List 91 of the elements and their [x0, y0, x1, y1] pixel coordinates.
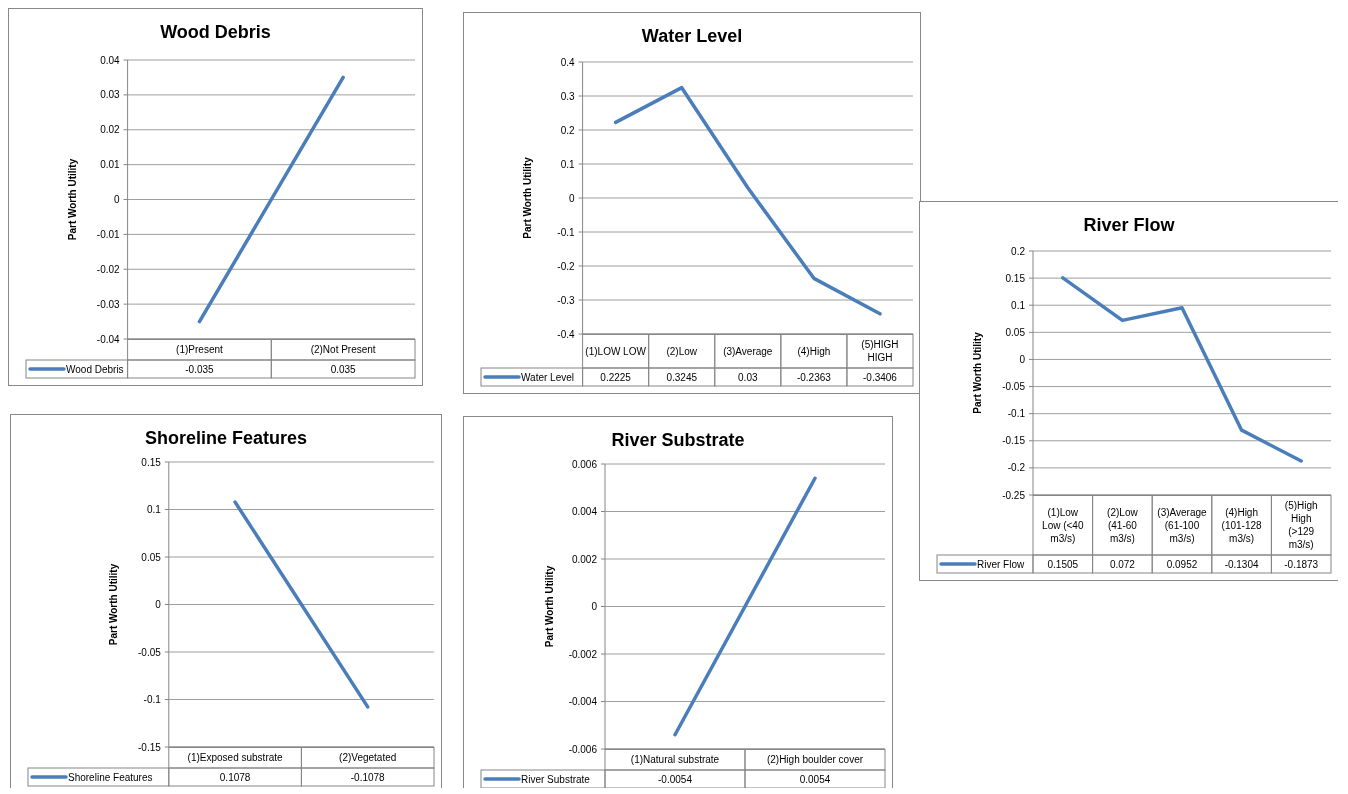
y-tick-label: -0.05 — [138, 646, 162, 658]
y-tick-label: 0.4 — [560, 56, 576, 68]
y-tick-label: -0.01 — [96, 228, 121, 240]
line-series — [1061, 276, 1303, 463]
y-tick-label: -0.002 — [568, 648, 598, 660]
y-axis-title: Part Worth Utility — [972, 331, 983, 414]
legend-label: Water Level — [521, 371, 574, 383]
data-label: 0.0054 — [799, 773, 831, 785]
y-axis-title: Part Worth Utility — [521, 156, 533, 239]
y-tick-label: -0.1 — [1007, 408, 1026, 420]
y-tick-label: -0.4 — [557, 328, 576, 340]
data-label: 0.1505 — [1047, 558, 1079, 570]
y-tick-label: 0.04 — [100, 54, 121, 66]
y-tick-label: 0.1 — [1011, 299, 1026, 311]
y-tick-label: -0.3 — [557, 294, 576, 306]
legend-label: Shoreline Features — [68, 771, 153, 783]
legend-label: River Substrate — [521, 773, 591, 785]
y-tick-label: 0 — [591, 601, 598, 612]
y-tick-label: -0.1 — [557, 226, 576, 238]
x-tick-label: (1)Exposed substrate — [187, 752, 284, 763]
line-series — [613, 85, 882, 316]
x-tick-label: (2)Low (41-60 m3/s) — [1107, 506, 1139, 544]
x-tick-label: (3)Average (61-100 m3/s) — [1157, 506, 1208, 544]
y-tick-label: -0.02 — [96, 263, 121, 275]
data-label: 0.1078 — [219, 771, 251, 783]
data-label: -0.0054 — [658, 773, 693, 785]
y-tick-label: 0.01 — [100, 159, 121, 171]
y-axis-title: Part Worth Utility — [66, 158, 78, 241]
y-tick-label: 0 — [569, 192, 576, 204]
y-tick-label: 0.2 — [1011, 245, 1026, 257]
legend-label: Wood Debris — [66, 363, 124, 375]
y-tick-label: 0.3 — [560, 90, 576, 102]
x-tick-label: (2)High boulder cover — [766, 754, 864, 765]
y-tick-label: -0.2 — [557, 260, 576, 272]
y-axis-title: Part Worth Utility — [544, 565, 555, 648]
y-tick-label: -0.05 — [1002, 381, 1026, 393]
y-tick-label: 0.05 — [1005, 326, 1026, 338]
y-tick-label: -0.04 — [96, 333, 121, 345]
x-tick-label: (1)Natural substrate — [630, 754, 720, 765]
data-label: -0.2363 — [796, 371, 832, 383]
y-tick-label: 0.15 — [141, 456, 162, 468]
data-label: 0.035 — [330, 363, 357, 375]
y-tick-label: -0.006 — [568, 743, 598, 755]
x-tick-label: (5)High High (>129 m3/s) — [1284, 500, 1318, 550]
data-label: 0.0952 — [1166, 558, 1198, 570]
x-tick-label: (5)HIGH HIGH — [861, 339, 899, 363]
y-tick-label: 0.1 — [560, 158, 576, 170]
x-tick-label: (4)High (101-128 m3/s) — [1221, 506, 1263, 544]
data-label: -0.1304 — [1224, 558, 1259, 570]
data-label: 0.3245 — [666, 371, 698, 383]
chart-title: Wood Debris — [160, 22, 271, 42]
y-tick-label: -0.15 — [138, 741, 162, 753]
y-tick-label: -0.03 — [96, 298, 121, 310]
y-tick-label: 0 — [114, 194, 121, 205]
chart-title: Water Level — [641, 26, 743, 46]
x-tick-label: (4)High — [797, 345, 831, 357]
data-label: -0.1078 — [350, 771, 386, 783]
y-tick-label: 0.15 — [1005, 272, 1026, 284]
data-label: 0.072 — [1109, 558, 1136, 570]
data-label: -0.3406 — [863, 371, 898, 383]
x-tick-label: (2)Vegetated — [339, 752, 397, 763]
y-tick-label: 0.03 — [100, 89, 121, 101]
legend-label: River Flow — [977, 558, 1025, 570]
data-label: 0.2225 — [600, 371, 632, 383]
y-tick-label: 0.02 — [100, 124, 121, 136]
data-label: -0.035 — [185, 363, 215, 375]
y-tick-label: -0.2 — [1007, 462, 1026, 474]
data-label: -0.1873 — [1284, 558, 1319, 570]
y-tick-label: 0.1 — [146, 504, 162, 515]
x-tick-label: (1)Low Low (<40 m3/s) — [1042, 506, 1084, 544]
chart-title: River Substrate — [611, 430, 745, 450]
y-axis-title: Part Worth Utility — [107, 563, 119, 646]
y-tick-label: 0.2 — [560, 124, 576, 136]
data-label: 0.03 — [738, 371, 758, 383]
x-tick-label: (1)Present — [176, 344, 224, 355]
y-tick-label: 0 — [155, 599, 162, 610]
y-tick-label: -0.1 — [143, 694, 162, 705]
y-tick-label: -0.004 — [568, 696, 598, 707]
x-tick-label: (2)Low — [666, 345, 698, 357]
y-tick-label: 0.05 — [141, 551, 162, 563]
y-tick-label: 0.006 — [571, 458, 598, 470]
y-tick-label: 0.004 — [571, 506, 598, 517]
x-tick-label: (1)LOW LOW — [585, 345, 647, 357]
y-tick-label: 0 — [1019, 353, 1026, 365]
y-tick-label: -0.25 — [1002, 489, 1026, 501]
chart-title: Shoreline Features — [144, 428, 308, 448]
chart-title: River Flow — [1083, 215, 1176, 235]
x-tick-label: (3)Average — [723, 345, 773, 357]
y-tick-label: -0.15 — [1002, 435, 1026, 447]
x-tick-label: (2)Not Present — [310, 344, 376, 355]
y-tick-label: 0.002 — [571, 553, 598, 565]
